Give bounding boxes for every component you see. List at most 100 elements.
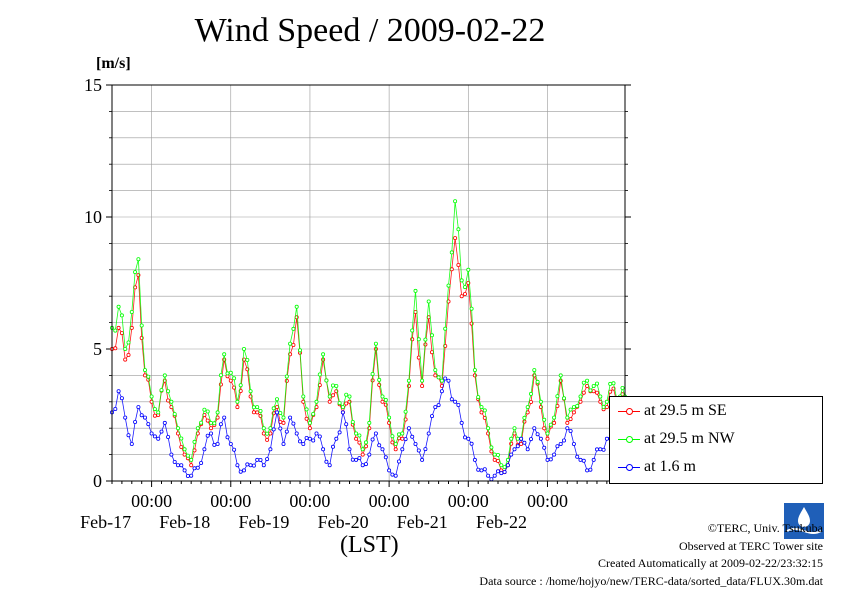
data-point — [459, 294, 464, 299]
data-point — [205, 433, 210, 438]
data-point — [268, 426, 273, 431]
data-point — [472, 368, 477, 373]
data-point — [202, 447, 207, 452]
data-point — [429, 333, 434, 338]
data-point — [370, 371, 375, 376]
data-point — [179, 444, 184, 449]
data-point — [175, 463, 180, 468]
data-point — [354, 436, 359, 441]
data-point — [360, 463, 365, 468]
data-point — [595, 390, 600, 395]
data-point — [406, 426, 411, 431]
data-point — [340, 405, 345, 410]
data-point — [529, 399, 534, 404]
data-point — [212, 421, 217, 426]
data-point — [337, 401, 342, 406]
data-point — [555, 394, 560, 399]
data-point — [159, 429, 164, 434]
chart-title: Wind Speed / 2009-02-22 — [194, 12, 546, 49]
data-point — [568, 417, 573, 422]
data-point — [552, 415, 557, 420]
data-point — [218, 422, 223, 427]
data-point — [453, 399, 458, 404]
data-point — [403, 409, 408, 414]
data-point — [456, 262, 461, 267]
data-point — [400, 436, 405, 441]
data-point — [235, 399, 240, 404]
data-point — [314, 399, 319, 404]
data-point — [568, 428, 573, 433]
data-point — [142, 415, 147, 420]
copyright-line: ©TERC, Univ. Tsukuba — [707, 521, 823, 535]
data-point — [429, 414, 434, 419]
data-point — [492, 457, 497, 462]
data-point — [558, 373, 563, 378]
data-point — [486, 426, 491, 431]
data-point — [284, 374, 289, 379]
data-point — [525, 447, 530, 452]
data-point — [208, 426, 213, 431]
data-point — [278, 426, 283, 431]
data-point — [403, 437, 408, 442]
data-point — [162, 373, 167, 378]
data-point — [439, 389, 444, 394]
data-point — [199, 460, 204, 465]
data-point — [304, 435, 309, 440]
data-point — [373, 341, 378, 346]
data-point — [156, 410, 161, 415]
data-point — [535, 379, 540, 384]
data-point — [519, 441, 524, 446]
data-point — [380, 447, 385, 452]
data-point — [189, 457, 194, 462]
data-point — [568, 407, 573, 412]
data-point — [129, 325, 134, 330]
data-point — [185, 473, 190, 478]
data-point — [294, 304, 299, 309]
data-point — [449, 267, 454, 272]
data-point — [222, 352, 227, 357]
data-point — [512, 426, 517, 431]
data-point — [337, 430, 342, 435]
data-point — [522, 440, 527, 445]
data-point — [377, 443, 382, 448]
data-point — [601, 447, 606, 452]
data-point — [443, 376, 448, 381]
data-point — [462, 291, 467, 296]
data-point — [502, 465, 507, 470]
data-point — [595, 381, 600, 386]
data-point — [529, 391, 534, 396]
legend-item-nw: at 29.5 m NW — [618, 430, 735, 450]
data-point — [482, 408, 487, 413]
data-point — [327, 394, 332, 399]
data-point — [433, 405, 438, 410]
data-point — [311, 411, 316, 416]
data-point — [542, 445, 547, 450]
data-point — [354, 457, 359, 462]
data-point — [420, 457, 425, 462]
data-point — [261, 426, 266, 431]
data-point — [538, 399, 543, 404]
data-point — [509, 452, 514, 457]
data-point — [297, 439, 302, 444]
data-point — [179, 436, 184, 441]
data-point — [228, 370, 233, 375]
x-tick-date-label: Feb-22 — [476, 512, 527, 532]
data-point — [373, 431, 378, 436]
data-point — [565, 426, 570, 431]
data-point — [232, 447, 237, 452]
data-point — [571, 410, 576, 415]
y-tick-label: 10 — [84, 207, 102, 227]
data-point — [113, 346, 118, 351]
data-point — [410, 337, 415, 342]
data-point — [330, 444, 335, 449]
data-point — [330, 393, 335, 398]
data-point — [420, 383, 425, 388]
data-point — [575, 454, 580, 459]
data-point — [406, 383, 411, 388]
series-layer — [110, 199, 628, 482]
data-point — [499, 471, 504, 476]
data-point — [265, 431, 270, 436]
data-point — [410, 328, 415, 333]
data-point — [274, 410, 279, 415]
